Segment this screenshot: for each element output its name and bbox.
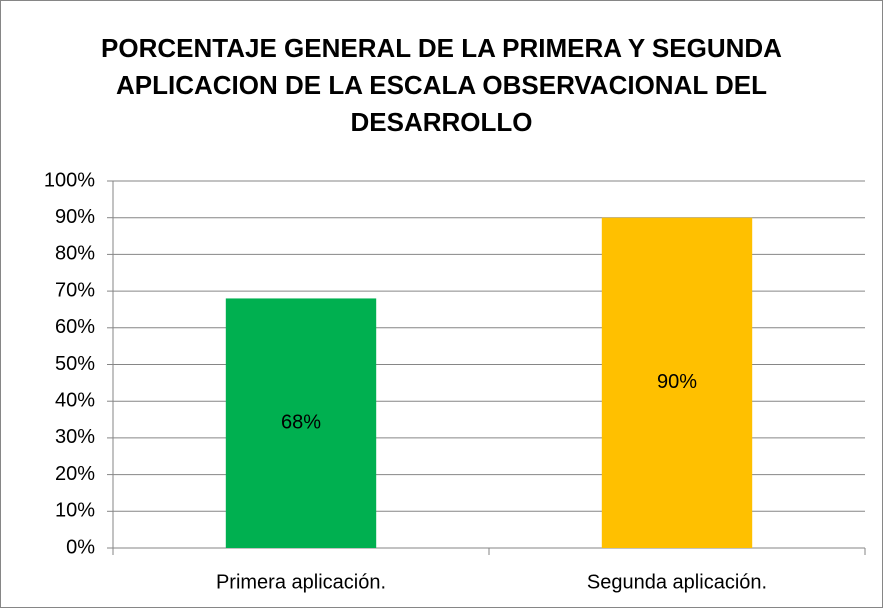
y-tick-label: 90% bbox=[55, 206, 95, 228]
y-tick-label: 20% bbox=[55, 463, 95, 485]
value-label: 68% bbox=[281, 412, 321, 434]
y-tick-label: 30% bbox=[55, 426, 95, 448]
x-tick-label: Primera aplicación. bbox=[216, 571, 386, 593]
y-tick-label: 60% bbox=[55, 316, 95, 338]
bar bbox=[225, 298, 377, 548]
x-tick-label: Segunda aplicación. bbox=[587, 571, 767, 593]
y-tick-label: 70% bbox=[55, 279, 95, 301]
chart-title: PORCENTAJE GENERAL DE LA PRIMERA Y SEGUN… bbox=[101, 33, 782, 137]
value-label: 90% bbox=[657, 371, 697, 393]
y-tick-label: 10% bbox=[55, 500, 95, 522]
y-tick-label: 80% bbox=[55, 243, 95, 265]
y-tick-label: 100% bbox=[44, 169, 95, 191]
bar bbox=[601, 217, 753, 548]
y-tick-label: 0% bbox=[66, 536, 95, 558]
y-tick-label: 40% bbox=[55, 389, 95, 411]
y-tick-label: 50% bbox=[55, 353, 95, 375]
